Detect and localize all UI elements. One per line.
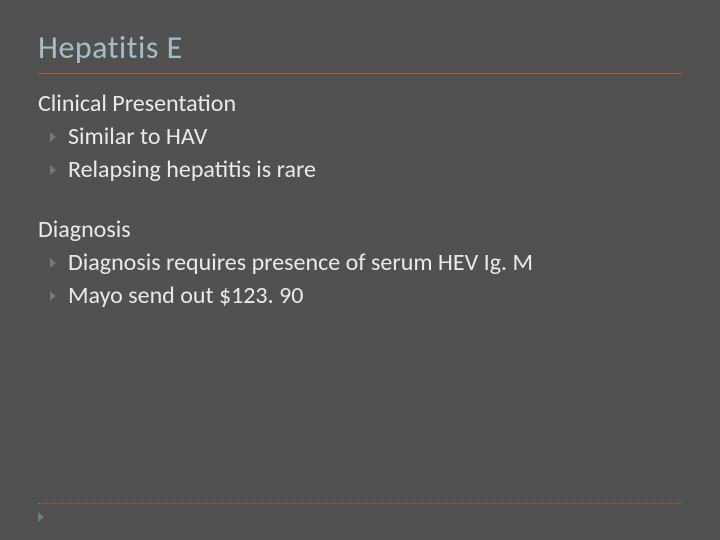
section-heading: Diagnosis xyxy=(38,214,682,245)
footer-divider xyxy=(38,503,682,504)
section-clinical-presentation: Clinical Presentation Similar to HAV Rel… xyxy=(38,88,682,186)
title-divider xyxy=(38,73,682,74)
footer-bullet-icon xyxy=(38,512,44,522)
bullet-list: Similar to HAV Relapsing hepatitis is ra… xyxy=(38,121,682,186)
slide-container: Hepatitis E Clinical Presentation Simila… xyxy=(0,0,720,540)
list-item: Mayo send out $123. 90 xyxy=(54,280,682,312)
section-diagnosis: Diagnosis Diagnosis requires presence of… xyxy=(38,214,682,312)
bullet-list: Diagnosis requires presence of serum HEV… xyxy=(38,247,682,312)
list-item: Relapsing hepatitis is rare xyxy=(54,154,682,186)
list-item: Similar to HAV xyxy=(54,121,682,153)
list-item: Diagnosis requires presence of serum HEV… xyxy=(54,247,682,279)
section-heading: Clinical Presentation xyxy=(38,88,682,119)
slide-title: Hepatitis E xyxy=(38,28,682,67)
